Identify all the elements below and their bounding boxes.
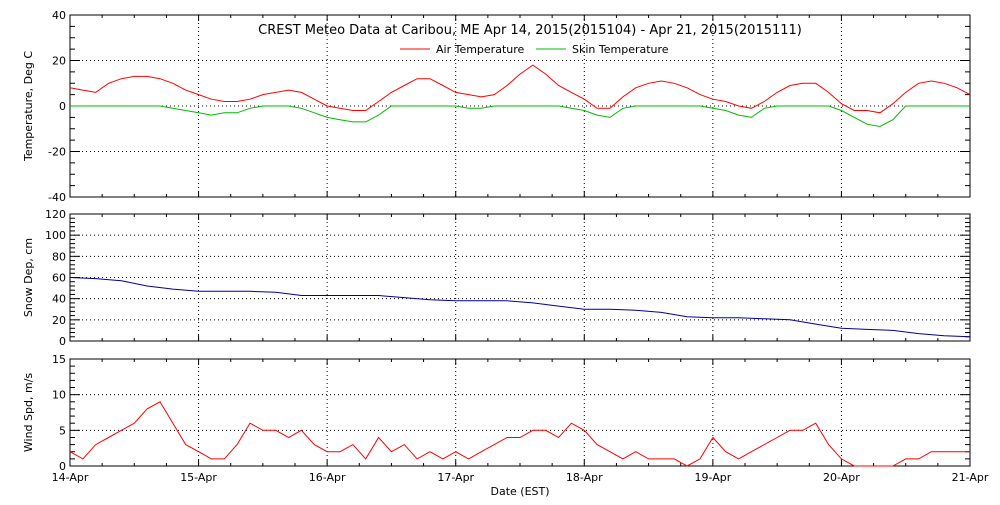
y-tick-label: 20	[52, 55, 66, 68]
chart-title: CREST Meteo Data at Caribou, ME Apr 14, …	[258, 23, 802, 38]
y-tick-label: 120	[45, 208, 66, 221]
y-tick-label: 0	[59, 100, 66, 113]
y-tick-label: 100	[45, 229, 66, 242]
y-tick-label: 15	[52, 353, 66, 366]
y-tick-label: 20	[52, 314, 66, 327]
series-line-panel-2	[69, 277, 971, 338]
panel-3: 0 5 10 15 Wind Spd, m/s 14-Apr 15-Apr 16-Apr 17-…	[22, 353, 989, 498]
y-tick-label: -20	[48, 146, 66, 159]
x-tick-label: 21-Apr	[952, 471, 989, 484]
plot-frame	[69, 358, 971, 467]
y-axis-label: Snow Dep, cm	[22, 238, 35, 317]
y-tick-label: 10	[52, 389, 66, 402]
x-tick-label: 17-Apr	[437, 471, 474, 484]
y-tick-label: 0	[59, 460, 66, 473]
y-tick-label: -40	[48, 191, 66, 204]
x-tick-label: 14-Apr	[52, 471, 89, 484]
y-tick-label: 5	[59, 424, 66, 437]
y-tick-label: 40	[52, 293, 66, 306]
legend: Air Temperature Skin Temperature	[400, 43, 669, 56]
panel-1: -40 -20 0 20 40 Temperature, Deg C CREST Meteo…	[22, 9, 971, 204]
y-axis-label: Wind Spd, m/s	[22, 373, 35, 453]
series-line-air-temperature	[69, 64, 971, 114]
x-tick-label: 19-Apr	[694, 471, 731, 484]
x-tick-label: 20-Apr	[823, 471, 860, 484]
series-line-skin-temperature	[70, 105, 970, 128]
y-tick-label: 40	[52, 9, 66, 22]
y-axis-label: Temperature, Deg C	[22, 51, 35, 162]
y-tick-label: 60	[52, 272, 66, 285]
legend-label: Air Temperature	[436, 43, 525, 56]
y-tick-label: 0	[59, 335, 66, 348]
x-tick-label: 16-Apr	[309, 471, 346, 484]
x-tick-label: 18-Apr	[566, 471, 603, 484]
x-tick-label: 15-Apr	[180, 471, 217, 484]
panel-2: 0 20 40 60 80 100 120 Snow Dep, cm	[22, 208, 971, 348]
y-tick-label: 80	[52, 250, 66, 263]
x-axis-label: Date (EST)	[490, 485, 549, 498]
series-line-panel-3	[69, 401, 970, 467]
legend-label: Skin Temperature	[572, 43, 669, 56]
